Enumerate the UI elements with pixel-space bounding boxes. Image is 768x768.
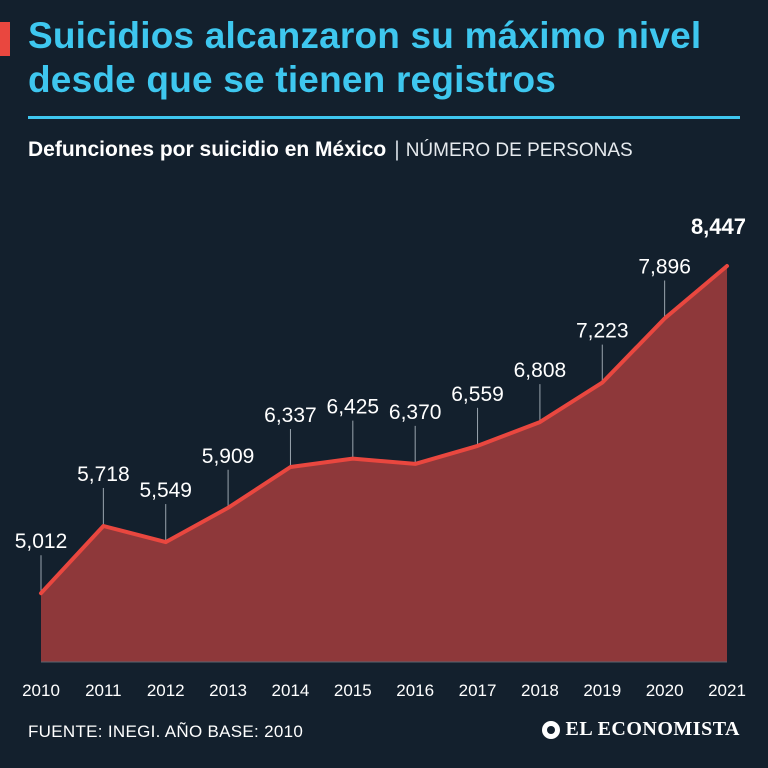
data-label: 7,223 — [576, 320, 629, 343]
data-label: 5,718 — [77, 463, 130, 486]
x-tick-label: 2012 — [147, 681, 185, 700]
data-label: 6,370 — [389, 401, 442, 424]
data-labels: 5,012 5,718 5,549 5,909 6,337 6,425 6,370 6,559… — [15, 214, 746, 553]
x-tick-labels: 2010 2011 2012 2013 2014 2015 2016 2017 2018 2019… — [22, 681, 746, 700]
x-tick-label: 2014 — [272, 681, 310, 700]
area-fill — [41, 266, 727, 662]
data-label: 5,909 — [202, 445, 255, 468]
series-line — [39, 264, 729, 596]
x-tick-label: 2019 — [583, 681, 621, 700]
data-label: 6,559 — [451, 383, 504, 406]
x-tick-label: 2013 — [209, 681, 247, 700]
brand-logo: EL ECONOMISTA — [541, 718, 741, 741]
data-label: 6,337 — [264, 404, 317, 427]
subtitle-separator: | — [394, 138, 400, 161]
data-label: 8,447 — [691, 214, 746, 239]
x-tick-label: 2010 — [22, 681, 60, 700]
subtitle-main: Defunciones por suicidio en México — [28, 138, 387, 161]
x-tick-label: 2015 — [334, 681, 372, 700]
subtitle-unit: NÚMERO DE PERSONAS — [405, 140, 633, 161]
brand-mark-icon — [541, 720, 560, 739]
brand-name: EL ECONOMISTA — [565, 718, 740, 740]
x-tick-label: 2017 — [459, 681, 497, 700]
title-divider — [28, 116, 740, 119]
data-label: 7,896 — [638, 255, 691, 278]
data-label: 5,012 — [15, 530, 68, 553]
x-tick-label: 2020 — [646, 681, 684, 700]
x-tick-label: 2016 — [396, 681, 434, 700]
chart-subtitle: Defunciones por suicidio en México | NÚMER… — [28, 136, 748, 165]
data-label: 6,808 — [514, 359, 567, 382]
x-tick-label: 2018 — [521, 681, 559, 700]
source-note: FUENTE: INEGI. AÑO BASE: 2010 — [28, 722, 304, 741]
chart-title: Suicidios alcanzaron su máximo nivel des… — [28, 15, 702, 100]
x-tick-label: 2011 — [85, 681, 122, 700]
data-label: 6,425 — [327, 396, 380, 419]
title-accent-bar — [0, 22, 10, 56]
x-tick-label: 2021 — [708, 681, 746, 700]
data-label: 5,549 — [139, 479, 192, 502]
leader-lines — [40, 280, 666, 594]
